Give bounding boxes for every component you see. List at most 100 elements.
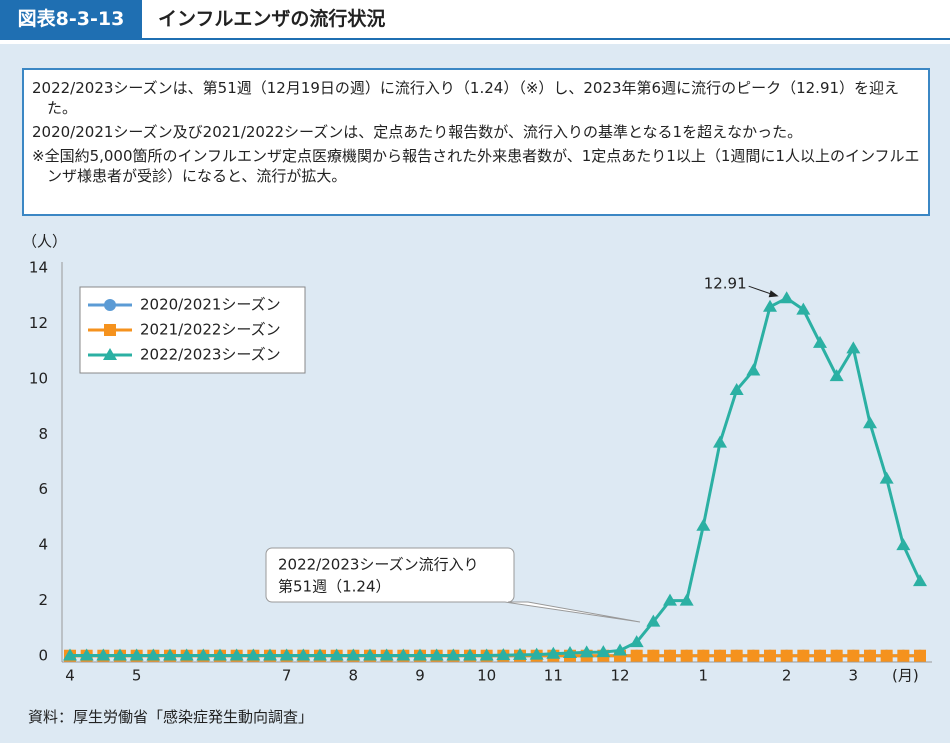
legend-label: 2020/2021シーズン	[140, 296, 281, 314]
x-tick-label: 3	[849, 667, 859, 685]
figure-title: インフルエンザの流行状況	[158, 8, 386, 30]
legend-marker	[104, 299, 116, 311]
marker	[646, 614, 661, 627]
y-tick-label: 0	[38, 647, 48, 665]
marker	[413, 648, 427, 661]
marker	[163, 648, 177, 661]
x-tick-label: 11	[544, 667, 563, 685]
marker	[113, 648, 127, 661]
x-tick-label: 9	[415, 667, 425, 685]
x-tick-label: 8	[349, 667, 359, 685]
y-tick-label: 2	[38, 591, 48, 609]
header: 図表8-3-13 インフルエンザの流行状況	[0, 0, 950, 40]
marker	[697, 649, 710, 662]
marker	[63, 648, 77, 661]
marker	[379, 648, 394, 661]
marker	[479, 648, 494, 661]
marker	[79, 648, 94, 661]
marker	[764, 649, 776, 662]
marker	[496, 648, 511, 661]
marker	[613, 643, 627, 656]
x-tick-label: 4	[65, 667, 75, 685]
legend-marker	[104, 324, 116, 336]
legend-marker	[103, 348, 117, 360]
marker	[814, 649, 826, 662]
x-tick-label: 7	[282, 667, 292, 685]
marker	[663, 593, 677, 606]
marker	[396, 648, 411, 661]
marker	[679, 593, 694, 606]
marker	[797, 649, 810, 662]
marker	[847, 649, 860, 662]
marker	[897, 649, 910, 662]
marker	[747, 649, 760, 662]
marker	[714, 649, 726, 662]
marker	[179, 648, 194, 661]
marker	[813, 335, 827, 348]
marker	[129, 648, 144, 661]
marker	[263, 648, 277, 661]
marker	[313, 648, 327, 661]
marker	[363, 648, 377, 661]
marker	[863, 416, 877, 429]
marker	[846, 341, 861, 354]
marker	[563, 645, 577, 658]
note: ※全国約5,000箇所のインフルエンザ定点医療機関から報告された外来患者数が、1…	[32, 147, 920, 185]
note: 2022/2023シーズンは、第51週（12月19日の週）に流行入り（1.24）…	[32, 79, 900, 117]
marker	[896, 538, 911, 551]
y-tick-label: 14	[29, 259, 48, 277]
y-tick-label: 8	[38, 425, 48, 443]
label-arrowhead	[768, 290, 779, 298]
marker	[629, 635, 644, 648]
marker	[713, 435, 727, 448]
y-tick-label: 12	[29, 314, 48, 332]
marker	[630, 649, 643, 662]
y-tick-label: 10	[29, 369, 48, 387]
marker	[664, 649, 676, 662]
marker	[729, 382, 744, 395]
marker	[579, 645, 594, 658]
marker	[913, 574, 927, 587]
figure-id: 図表8-3-13	[0, 0, 142, 38]
legend-label: 2021/2022シーズン	[140, 321, 281, 339]
marker	[96, 648, 111, 661]
y-tick-label: 4	[38, 536, 48, 554]
callout-box	[265, 547, 641, 623]
y-tick-label: 6	[38, 480, 48, 498]
x-axis-label: (月)	[892, 667, 919, 685]
marker	[546, 646, 561, 659]
marker	[780, 649, 793, 662]
marker	[529, 647, 544, 660]
legend-label: 2022/2023シーズン	[140, 346, 281, 364]
marker	[914, 649, 926, 662]
marker	[779, 291, 794, 304]
marker	[429, 648, 444, 661]
y-axis-label: （人）	[22, 233, 67, 251]
marker	[879, 471, 894, 484]
note: 2020/2021シーズン及び2021/2022シーズンは、定点あたり報告数が、…	[32, 123, 803, 141]
marker	[446, 648, 461, 661]
marker	[513, 647, 527, 660]
marker	[329, 648, 344, 661]
x-tick-label: 5	[132, 667, 142, 685]
x-tick-label: 12	[610, 667, 629, 685]
x-tick-label: 10	[477, 667, 496, 685]
marker	[730, 649, 743, 662]
callout-text: 2022/2023シーズン流行入り	[278, 556, 479, 574]
marker	[647, 649, 660, 662]
marker	[763, 299, 777, 312]
marker	[596, 645, 611, 658]
marker	[696, 518, 711, 531]
marker	[146, 648, 161, 661]
notes: 2022/2023シーズンは、第51週（12月19日の週）に流行入り（1.24）…	[22, 68, 930, 216]
marker	[829, 369, 844, 382]
series-line	[70, 296, 922, 657]
callout-text: 第51週（1.24）	[278, 578, 391, 596]
marker	[229, 648, 244, 661]
source: 資料：厚生労働省「感染症発生動向調査」	[28, 708, 314, 726]
x-tick-label: 1	[699, 667, 709, 685]
marker	[279, 648, 294, 661]
marker	[213, 648, 227, 661]
marker	[830, 649, 843, 662]
